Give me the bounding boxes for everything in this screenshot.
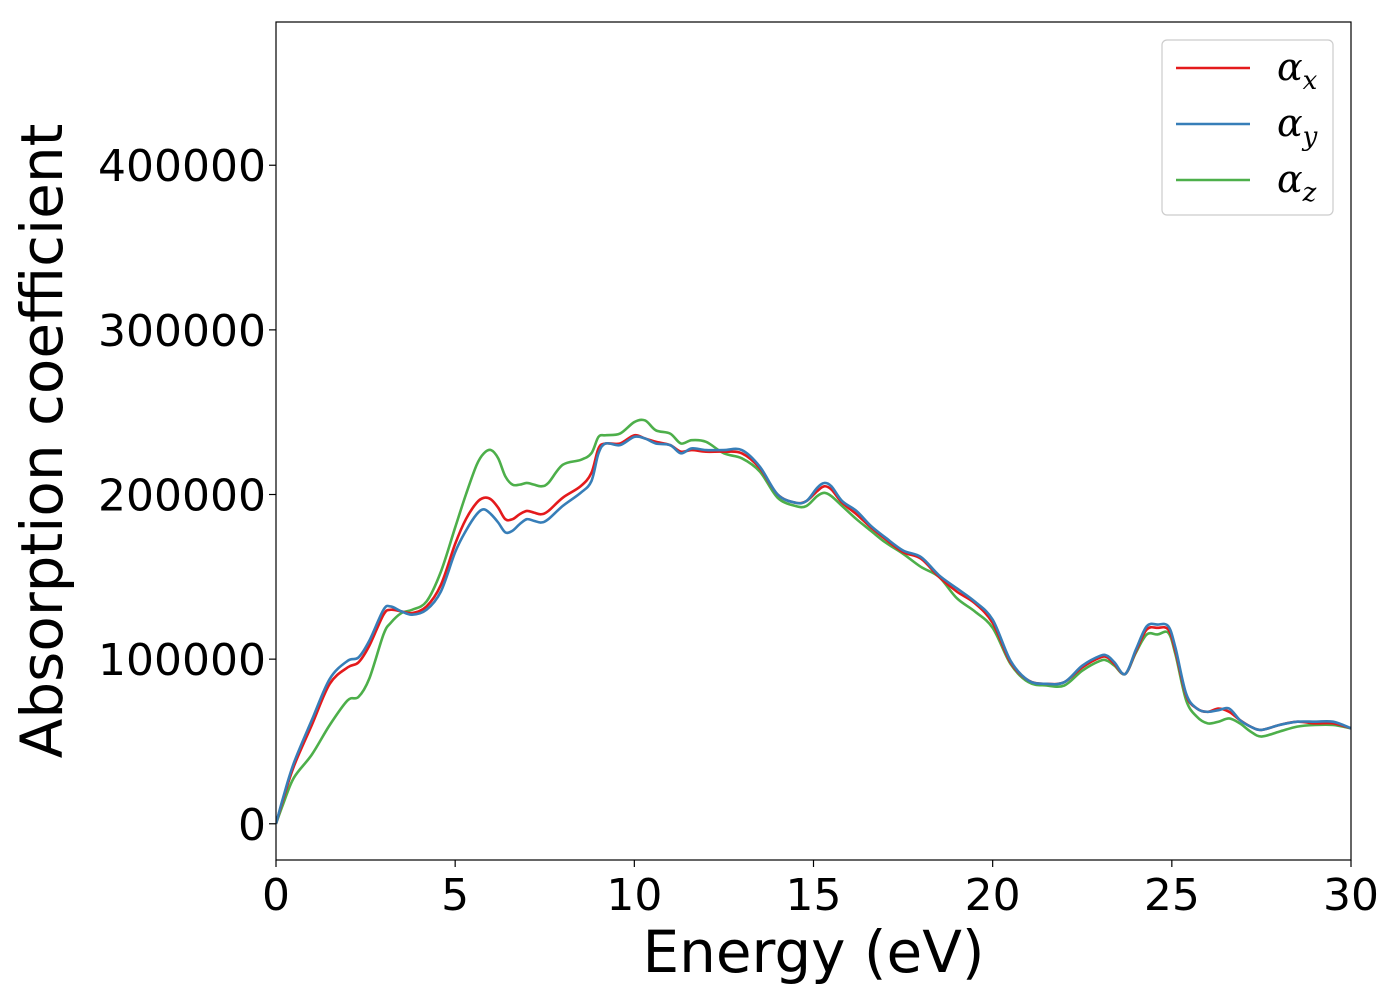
y-tick-label: 0 — [238, 800, 266, 851]
x-tick-label: 15 — [786, 870, 842, 921]
x-tick-label: 20 — [965, 870, 1021, 921]
x-axis-ticks: 0 5 10 15 20 25 30 — [262, 860, 1379, 921]
legend-label-x: αx — [1277, 45, 1318, 96]
series-layer — [276, 418, 1351, 825]
legend-box — [1161, 39, 1334, 216]
x-tick-label: 0 — [262, 870, 290, 921]
plot-frame — [275, 21, 1352, 861]
y-axis-ticks: 0 100000 200000 300000 400000 — [98, 141, 276, 851]
x-tick-label: 10 — [606, 870, 662, 921]
y-axis-title: Absorption coefficient — [8, 124, 76, 759]
series-line-y — [276, 435, 1351, 825]
series-line-z — [276, 418, 1351, 825]
y-tick-label: 300000 — [98, 306, 266, 357]
y-tick-label: 400000 — [98, 141, 266, 192]
x-tick-label: 30 — [1323, 870, 1379, 921]
y-tick-label: 100000 — [98, 635, 266, 686]
y-tick-label: 200000 — [98, 471, 266, 522]
x-axis-title: Energy (eV) — [642, 918, 984, 986]
legend-label-y: αy — [1277, 101, 1318, 152]
x-tick-label: 5 — [441, 870, 469, 921]
x-tick-label: 25 — [1144, 870, 1200, 921]
legend-label-z: αz — [1277, 157, 1317, 208]
